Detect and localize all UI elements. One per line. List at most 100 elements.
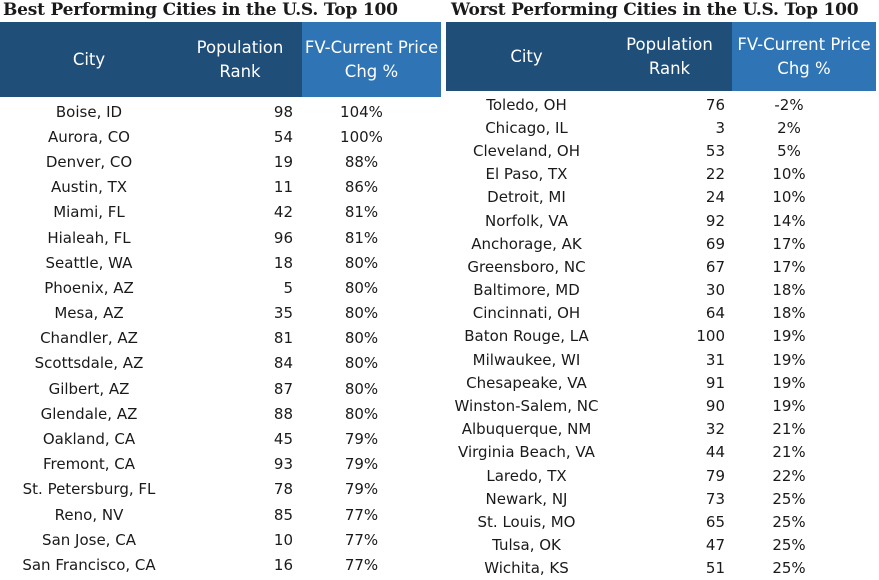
- population-rank-cell: 76: [705, 95, 725, 114]
- city-cell: El Paso, TX: [485, 165, 568, 184]
- city-cell: Denver, CO: [45, 152, 133, 171]
- price-change-cell: 104%: [340, 102, 383, 121]
- price-change-cell: 86%: [344, 178, 379, 197]
- population-rank-cell: 11: [273, 178, 293, 197]
- price-change-cell: 81%: [344, 203, 379, 222]
- table-row: Glendale, AZ 88 80%: [0, 401, 441, 426]
- best-cities-table: Best Performing Cities in the U.S. Top 1…: [0, 0, 441, 578]
- price-change-cell: 25%: [772, 512, 806, 531]
- table-row: Scottsdale, AZ 84 80%: [0, 351, 441, 376]
- population-rank-cell: 90: [705, 397, 725, 416]
- population-rank-cell: 5: [283, 278, 293, 297]
- population-rank-cell: 93: [273, 455, 293, 474]
- city-cell: Detroit, MI: [487, 188, 566, 207]
- population-rank-cell: 84: [273, 354, 293, 373]
- price-change-cell: 22%: [772, 466, 806, 485]
- population-rank-cell: 32: [705, 420, 725, 439]
- table-row: Aurora, CO 54 100%: [0, 124, 441, 149]
- table-row: Winston-Salem, NC 90 19%: [446, 394, 876, 417]
- population-rank-cell: 31: [705, 350, 725, 369]
- population-rank-cell: 54: [273, 127, 293, 146]
- table-row: Toledo, OH 76 -2%: [446, 93, 876, 116]
- price-change-cell: 77%: [344, 530, 379, 549]
- table-row: El Paso, TX 22 10%: [446, 163, 876, 186]
- price-change-cell: 19%: [772, 350, 806, 369]
- city-cell: Boise, ID: [55, 102, 123, 121]
- price-change-cell: 80%: [344, 304, 379, 323]
- price-change-cell: 80%: [344, 404, 379, 423]
- table-row: Virginia Beach, VA 44 21%: [446, 441, 876, 464]
- price-change-cell: 18%: [772, 281, 806, 300]
- table-row: Newark, NJ 73 25%: [446, 487, 876, 510]
- price-change-cell: 5%: [777, 141, 801, 160]
- column-header-city: City: [0, 22, 178, 97]
- city-cell: Phoenix, AZ: [44, 278, 134, 297]
- city-cell: Newark, NJ: [485, 489, 568, 508]
- city-cell: Wichita, KS: [484, 559, 569, 578]
- table-row: Gilbert, AZ 87 80%: [0, 376, 441, 401]
- table-row: Denver, CO 19 88%: [0, 149, 441, 174]
- table-row: Reno, NV 85 77%: [0, 502, 441, 527]
- table-row: Chandler, AZ 81 80%: [0, 326, 441, 351]
- table-row: Norfolk, VA 92 14%: [446, 209, 876, 232]
- table-row: St. Louis, MO 65 25%: [446, 510, 876, 533]
- price-change-cell: 80%: [344, 354, 379, 373]
- population-rank-cell: 85: [273, 505, 293, 524]
- table-row: Hialeah, FL 96 81%: [0, 225, 441, 250]
- population-rank-cell: 35: [273, 304, 293, 323]
- price-change-cell: 19%: [772, 327, 806, 346]
- table-row: San Jose, CA 10 77%: [0, 527, 441, 552]
- price-change-cell: 80%: [344, 379, 379, 398]
- population-rank-cell: 78: [273, 480, 293, 499]
- city-cell: San Jose, CA: [42, 530, 136, 549]
- price-change-cell: 80%: [344, 278, 379, 297]
- city-cell: Chandler, AZ: [40, 329, 138, 348]
- table-row: Miami, FL 42 81%: [0, 200, 441, 225]
- price-change-cell: 100%: [340, 127, 383, 146]
- city-cell: Norfolk, VA: [485, 211, 568, 230]
- population-rank-cell: 45: [273, 430, 293, 449]
- table-row: Cleveland, OH 53 5%: [446, 139, 876, 162]
- population-rank-cell: 79: [705, 466, 725, 485]
- price-change-cell: 88%: [344, 152, 379, 171]
- table-row: Albuquerque, NM 32 21%: [446, 418, 876, 441]
- column-header-price-change: FV-Current Price Chg %: [302, 22, 441, 97]
- price-change-cell: 14%: [772, 211, 806, 230]
- population-rank-cell: 53: [705, 141, 725, 160]
- price-change-cell: 25%: [772, 536, 806, 555]
- worst-table-title: Worst Performing Cities in the U.S. Top …: [451, 0, 859, 20]
- price-change-cell: 19%: [772, 397, 806, 416]
- population-rank-cell: 81: [273, 329, 293, 348]
- population-rank-cell: 10: [273, 530, 293, 549]
- table-row: Tulsa, OK 47 25%: [446, 534, 876, 557]
- table-row: Anchorage, AK 69 17%: [446, 232, 876, 255]
- population-rank-cell: 3: [715, 118, 725, 137]
- city-cell: Seattle, WA: [45, 253, 133, 272]
- population-rank-cell: 88: [273, 404, 293, 423]
- population-rank-cell: 22: [705, 165, 725, 184]
- price-change-cell: 17%: [772, 234, 806, 253]
- price-change-cell: 18%: [772, 304, 806, 323]
- table-row: Boise, ID 98 104%: [0, 99, 441, 124]
- population-rank-cell: 65: [705, 512, 725, 531]
- price-change-cell: 25%: [772, 489, 806, 508]
- population-rank-cell: 44: [705, 443, 725, 462]
- table-row: Fremont, CA 93 79%: [0, 452, 441, 477]
- price-change-cell: 80%: [344, 329, 379, 348]
- population-rank-cell: 98: [273, 102, 293, 121]
- best-table-body: Boise, ID 98 104% Aurora, CO 54 100% Denver, C…: [0, 97, 441, 578]
- city-cell: Anchorage, AK: [471, 234, 582, 253]
- table-row: Laredo, TX 79 22%: [446, 464, 876, 487]
- city-cell: St. Louis, MO: [477, 512, 576, 531]
- price-change-cell: 81%: [344, 228, 379, 247]
- population-rank-cell: 67: [705, 257, 725, 276]
- city-cell: Toledo, OH: [486, 95, 567, 114]
- table-row: Phoenix, AZ 5 80%: [0, 275, 441, 300]
- city-cell: Winston-Salem, NC: [454, 397, 599, 416]
- worst-table-header: City Population Rank FV-Current Price Ch…: [446, 22, 876, 91]
- best-table-title: Best Performing Cities in the U.S. Top 1…: [3, 0, 398, 20]
- population-rank-cell: 73: [705, 489, 725, 508]
- worst-table-body: Toledo, OH 76 -2% Chicago, IL 3 2% Cleveland, …: [446, 91, 876, 580]
- population-rank-cell: 24: [705, 188, 725, 207]
- population-rank-cell: 91: [705, 373, 725, 392]
